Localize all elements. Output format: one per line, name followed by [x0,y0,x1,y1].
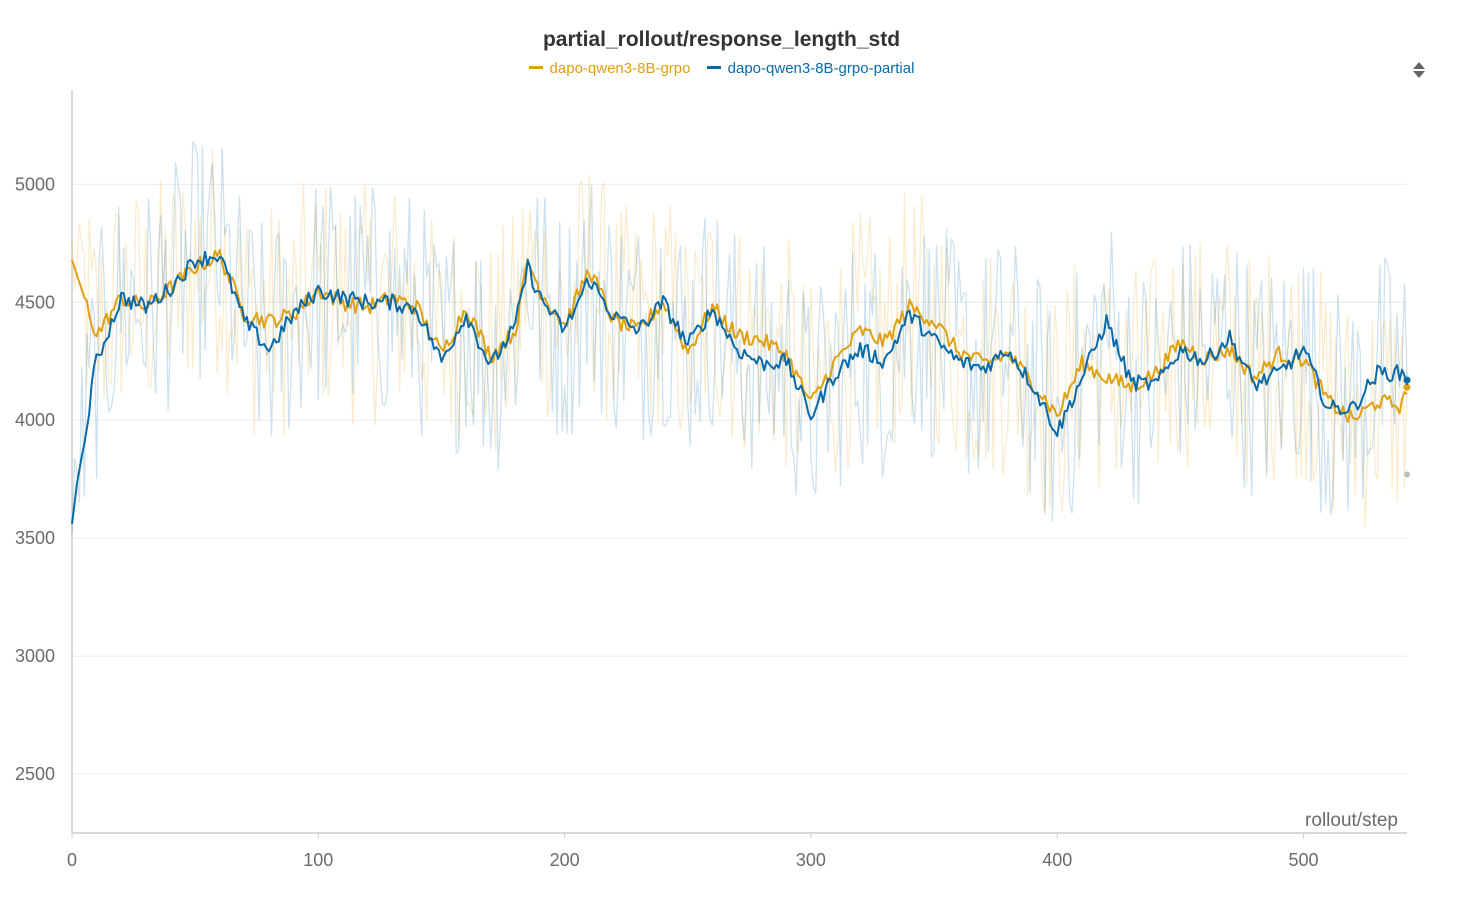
legend-item-grpo[interactable]: dapo-qwen3-8B-grpo [528,60,691,77]
legend-item-grpo-partial[interactable]: dapo-qwen3-8B-grpo-partial [706,60,915,77]
y-tick-label: 2500 [15,764,55,784]
y-tick-label: 5000 [15,174,55,194]
series-0-line [71,248,1408,423]
series-1-end-point [1403,376,1411,384]
x-tick-label: 400 [1042,850,1072,870]
y-tick-label: 4000 [15,410,55,430]
x-tick-label: 300 [796,850,826,870]
legend-swatch-grpo [528,65,543,69]
y-tick-label: 3500 [15,528,55,548]
sort-icon[interactable] [1410,60,1428,80]
x-tick-label: 500 [1289,850,1319,870]
y-tick-label: 4500 [15,292,55,312]
x-tick-label: 200 [550,850,580,870]
x-axis-title: rollout/step [1305,810,1398,831]
y-tick-label: 3000 [15,646,55,666]
legend-label-grpo-partial: dapo-qwen3-8B-grpo-partial [727,60,915,77]
series-1-line [71,250,1408,525]
series-raw-end-point [1404,471,1410,478]
legend-swatch-grpo-partial [706,65,721,69]
legend-label-grpo: dapo-qwen3-8B-grpo [549,60,691,77]
x-tick-label: 0 [67,850,77,870]
x-tick-label: 100 [303,850,333,870]
series-0-end-point [1403,383,1411,391]
series-1-raw-line [71,141,1408,535]
series-0-raw-line [71,149,1408,528]
chart-legend: dapo-qwen3-8B-grpo dapo-qwen3-8B-grpo-pa… [0,60,1443,77]
chart-title: partial_rollout/response_length_std [542,28,901,51]
